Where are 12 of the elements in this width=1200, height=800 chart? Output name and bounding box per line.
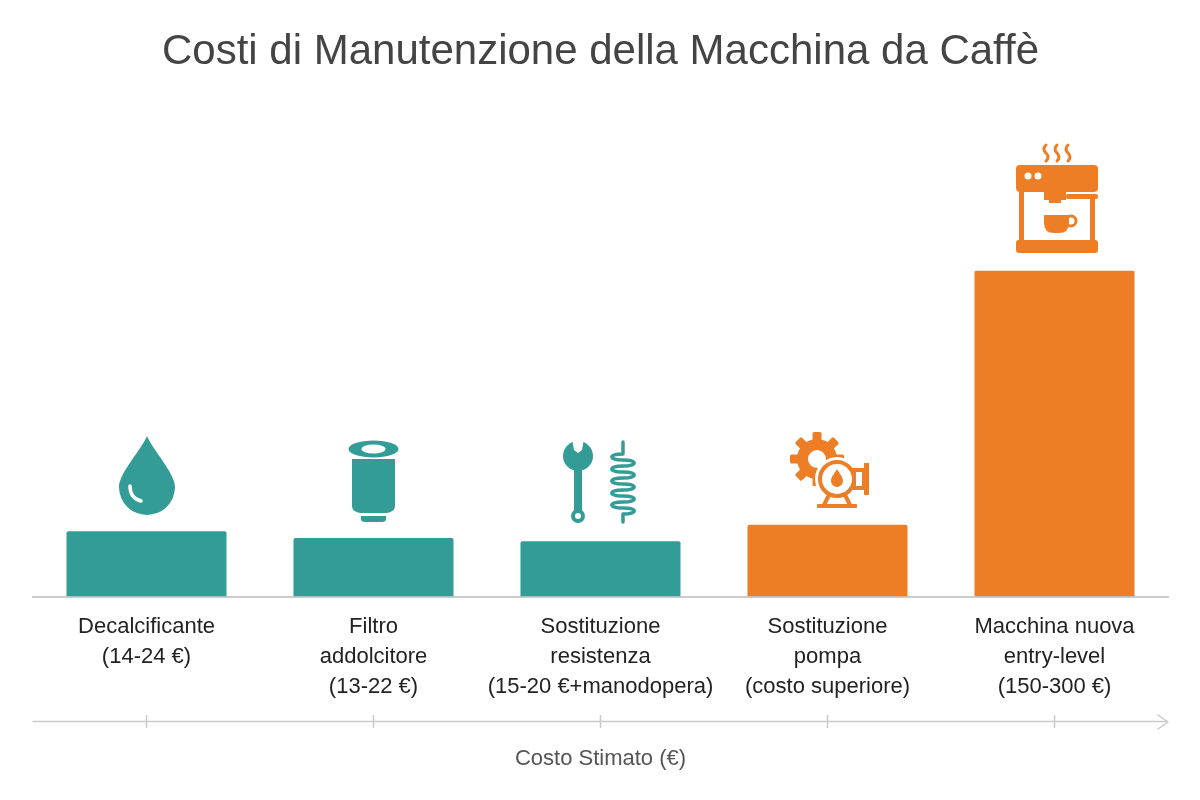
x-tick-label: Sostituzione pompa (costo superiore) xyxy=(744,612,911,698)
bar xyxy=(293,537,454,597)
bar xyxy=(66,531,227,597)
x-axis-title: Costo Stimato (€) xyxy=(514,744,687,770)
x-tick-label: Sostituzione resistenza (15-20 €+manodopera) xyxy=(487,612,714,698)
x-tick-label: Filtro addolcitore (13-22 €) xyxy=(319,612,428,698)
bar xyxy=(974,270,1135,597)
x-tick-label: Macchina nuova entry-level (150-300 €) xyxy=(974,612,1136,698)
bar xyxy=(747,524,908,597)
x-tick-label: Decalcificante (14-24 €) xyxy=(78,612,215,668)
chart-title: Costi di Manutenzione della Macchina da Caffè xyxy=(161,25,1040,73)
bar xyxy=(520,541,681,597)
